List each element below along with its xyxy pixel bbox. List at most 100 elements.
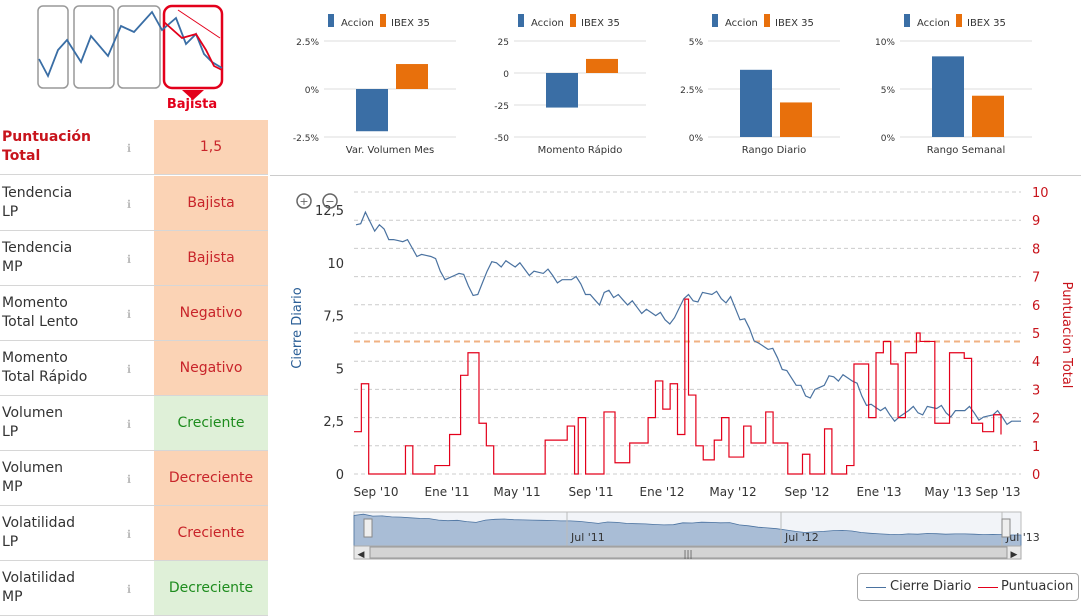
mini-chart-title: Rango Semanal [927,145,1005,156]
x-tick-label: Ene '11 [425,485,470,499]
chart-legend: Cierre Diario Puntuacion [857,573,1079,601]
legend-close-swatch [866,587,886,588]
indicator-label: Momento Total Lento [2,295,79,330]
right-tick-label: 0 [1032,468,1040,483]
indicator-row: Momento Total Rápido ℹ Negativo [0,341,268,396]
navigator-tick-label: Jul '11 [570,531,605,544]
left-tick-label: 12,5 [315,204,344,219]
mini-bar-chart: Accion IBEX 35 2.5% 0% -2.5% Var. Volumen Mes [280,0,460,170]
info-icon[interactable]: ℹ [126,363,132,376]
right-axis-title: Puntuacion Total [1059,282,1074,389]
right-tick-label: 6 [1032,299,1040,314]
bar-ibex [972,95,1004,137]
row-divider [0,505,268,506]
navigator-tick-label: Jul '13 [1005,531,1040,544]
x-tick-label: May '12 [709,485,756,499]
right-tick-label: 8 [1032,242,1040,257]
tick-label: 2.5% [680,86,703,96]
legend-score[interactable]: Puntuacion [1001,579,1074,594]
x-tick-label: Ene '13 [857,485,902,499]
mini-chart-title: Var. Volumen Mes [346,145,434,156]
trend-pictogram [37,4,224,100]
zoom-in-icon[interactable] [296,193,312,209]
legend-ibex-swatch [570,14,576,27]
section-divider [270,175,1081,176]
left-tick-label: 2,5 [323,415,344,430]
legend-close[interactable]: Cierre Diario [890,579,972,594]
indicator-label: Momento Total Rápido [2,350,88,385]
trend-label: Bajista [166,97,218,112]
right-tick-label: 4 [1032,355,1040,370]
x-tick-label: Sep '10 [354,485,399,499]
tick-label: 0% [689,134,704,144]
mini-chart-title: Momento Rápido [538,144,623,156]
indicator-label: Volatilidad MP [2,570,76,605]
navigator-handle-right[interactable] [1001,518,1011,538]
left-tick-label: 7,5 [323,310,344,325]
tick-label: 25 [498,38,509,48]
indicator-label: Tendencia MP [2,240,73,275]
info-icon[interactable]: ℹ [126,583,132,596]
indicator-row: Volumen LP ℹ Creciente [0,396,268,451]
tick-label: 0% [305,86,320,96]
x-tick-label: Sep '11 [569,485,614,499]
mini-bar-chart: Accion IBEX 35 25 0 -25 -50 Momento Rápido [470,0,650,170]
indicator-row: Volatilidad LP ℹ Creciente [0,506,268,561]
mini-bar-chart: Accion IBEX 35 5% 2.5% 0% Rango Diario [664,0,844,170]
zoom-in-icon[interactable]: + [299,195,308,208]
tick-label: -2.5% [293,134,320,144]
tick-label: 10% [875,38,895,48]
info-icon[interactable]: ℹ [126,253,132,266]
indicator-value: Negativo [154,341,268,395]
info-icon[interactable]: ℹ [126,418,132,431]
legend-accion: Accion [531,18,564,29]
zoom-out-icon[interactable] [322,193,338,209]
row-divider [0,285,268,286]
zoom-out-icon[interactable]: − [325,195,334,208]
legend-accion-swatch [328,14,334,27]
indicator-value: Negativo [154,286,268,340]
legend-accion: Accion [341,18,374,29]
tick-label: -50 [494,134,509,144]
tick-label: 0 [503,70,509,80]
tick-label: 0% [881,134,896,144]
legend-score-swatch [978,587,998,588]
right-tick-label: 3 [1032,383,1040,398]
bar-ibex [586,58,618,73]
info-icon[interactable]: ℹ [126,473,132,486]
info-icon[interactable]: ℹ [126,198,132,211]
info-icon[interactable]: ℹ [126,528,132,541]
tick-label: 2.5% [296,38,319,48]
info-icon[interactable]: ℹ [126,308,132,321]
right-tick-label: 2 [1032,412,1040,427]
navigator-series [353,513,1022,547]
indicator-label: Volumen MP [2,460,63,495]
indicator-value: Bajista [154,231,268,285]
indicator-row: Momento Total Lento ℹ Negativo [0,286,268,341]
navigator-handle-left[interactable] [363,518,373,538]
x-tick-label: Sep '13 [976,485,1021,499]
x-tick-label: Ene '12 [640,485,685,499]
scroll-left-icon[interactable]: ◀ [358,550,365,560]
row-divider [0,230,268,231]
row-divider [0,450,268,451]
legend-ibex-swatch [380,14,386,27]
legend-accion: Accion [917,18,950,29]
row-divider [0,560,268,561]
tick-label: 5% [881,86,896,96]
right-tick-label: 5 [1032,327,1040,342]
bar-accion [546,73,578,108]
row-divider [0,340,268,341]
scroll-right-icon[interactable]: ▶ [1011,550,1018,560]
score-value: 1,5 [154,120,268,174]
scrollbar-thumb[interactable] [369,546,1008,559]
scrollbar-grip-icon: ||| [683,550,692,560]
legend-ibex-swatch [764,14,770,27]
x-tick-label: May '11 [493,485,540,499]
left-axis-title: Cierre Diario [290,287,305,369]
indicator-value: Decreciente [154,561,268,615]
legend-accion-swatch [904,14,910,27]
info-icon[interactable]: ℹ [126,142,132,155]
right-tick-label: 7 [1032,271,1040,286]
